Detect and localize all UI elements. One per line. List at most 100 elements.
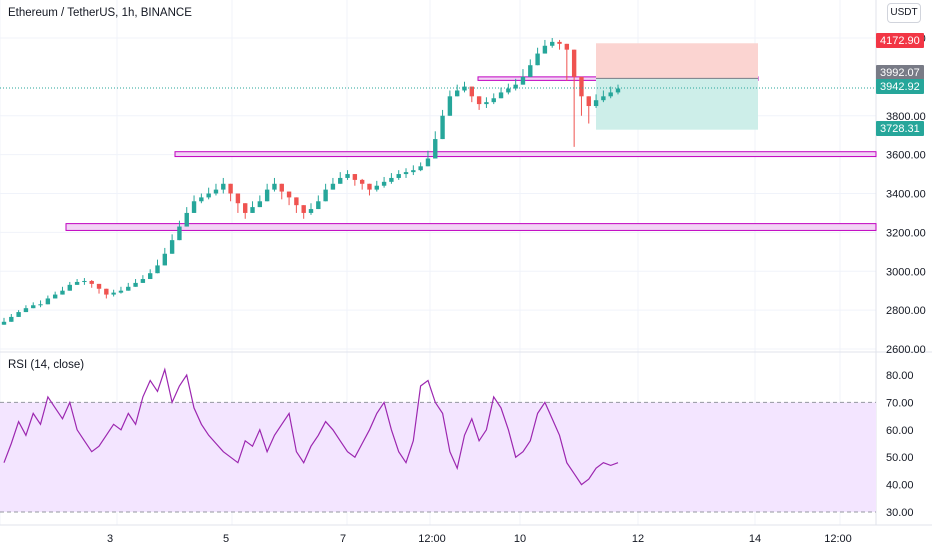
price-tag xyxy=(876,33,924,48)
candle-body xyxy=(118,290,124,293)
currency-button[interactable]: USDT xyxy=(887,3,921,23)
price-tick-label: 3000.00 xyxy=(886,266,926,278)
rsi-axis: 80.00 70.00 60.00 50.00 40.00 30.00 xyxy=(886,370,914,519)
candle-body xyxy=(374,185,379,190)
chart-title[interactable]: Ethereum / TetherUS, 1h, BINANCE xyxy=(8,7,192,19)
candle-body xyxy=(345,174,350,178)
candle-body xyxy=(140,279,146,283)
candle-body xyxy=(440,115,445,140)
candle-body xyxy=(228,183,233,194)
candle-body xyxy=(579,76,584,97)
candle-body xyxy=(454,90,460,97)
candle-body xyxy=(418,166,423,171)
candle-body xyxy=(396,174,401,178)
time-tick-label: 7 xyxy=(340,533,346,545)
candle-body xyxy=(45,298,51,305)
time-axis: 3 5 7 12:00 10 12 14 12:00 xyxy=(107,533,852,545)
time-tick-label: 12 xyxy=(632,533,644,545)
price-candles xyxy=(0,38,876,325)
candle-body xyxy=(535,53,540,66)
candle-body xyxy=(564,43,570,50)
candle-body xyxy=(520,76,526,85)
rsi-tick-label: 60.00 xyxy=(886,425,914,437)
candle-body xyxy=(542,45,548,54)
time-tick-label: 14 xyxy=(749,533,761,545)
candle-body xyxy=(1,321,7,325)
candle-body xyxy=(89,280,94,284)
price-tick-label: 3200.00 xyxy=(886,227,926,239)
price-tick-label: 2600.00 xyxy=(886,344,926,356)
candle-body xyxy=(169,240,175,254)
candle-body xyxy=(60,290,65,295)
candle-body xyxy=(250,207,255,213)
candle-body xyxy=(359,179,365,184)
price-tags: 4172.90 3992.07 3942.92 3728.31 xyxy=(876,33,924,136)
candle-body xyxy=(155,265,160,274)
rsi-tick-label: 80.00 xyxy=(886,370,914,382)
candle-body xyxy=(257,201,263,208)
candle-body xyxy=(74,281,80,285)
candle-body xyxy=(206,193,211,198)
support-zone xyxy=(174,151,877,158)
candle-body xyxy=(104,288,109,295)
candle-body xyxy=(462,86,467,91)
rsi-series-line xyxy=(3,367,619,486)
time-tick-label: 10 xyxy=(514,533,526,545)
price-tag xyxy=(876,121,924,136)
candle-body xyxy=(601,96,606,101)
candle-body xyxy=(199,197,204,202)
candle-body xyxy=(126,286,131,291)
support-zone xyxy=(65,223,877,231)
rsi-band xyxy=(0,401,876,513)
candle-body xyxy=(513,84,518,89)
candle-body xyxy=(221,183,226,190)
time-tick-label: 12:00 xyxy=(824,533,852,545)
candle-body xyxy=(389,177,394,182)
candle-body xyxy=(111,292,116,295)
price-tick-label: 3400.00 xyxy=(886,189,926,201)
candle-body xyxy=(235,193,241,204)
candle-body xyxy=(571,49,577,77)
candle-body xyxy=(330,183,336,190)
candle-body xyxy=(476,96,482,105)
candle-body xyxy=(286,191,292,198)
candle-body xyxy=(498,92,504,99)
candle-body xyxy=(294,197,299,206)
candle-body xyxy=(557,41,562,44)
candle-body xyxy=(16,312,21,317)
candle-body xyxy=(272,183,277,190)
candle-body xyxy=(352,174,358,180)
candle-body xyxy=(52,294,58,299)
candle-body xyxy=(9,316,14,322)
candle-body xyxy=(469,86,475,97)
price-tag xyxy=(876,65,924,80)
candle-body xyxy=(447,96,453,116)
candle-body xyxy=(316,201,321,210)
candle-body xyxy=(38,304,43,306)
rsi-line xyxy=(3,367,619,486)
rsi-tick-label: 50.00 xyxy=(886,452,914,464)
candle-body xyxy=(308,209,314,213)
candle-body xyxy=(506,88,511,93)
candle-body xyxy=(615,88,621,93)
rsi-title[interactable]: RSI (14, close) xyxy=(8,359,85,371)
price-tag-label: 3942.92 xyxy=(880,81,920,93)
take-profit-area xyxy=(596,78,758,130)
short-position-tool[interactable] xyxy=(596,43,758,130)
price-tag xyxy=(876,79,924,94)
candle-body xyxy=(593,100,599,107)
price-tick-label: 3600.00 xyxy=(886,150,926,162)
candle-body xyxy=(484,102,489,105)
candle-body xyxy=(367,183,372,190)
candle-body xyxy=(162,253,168,266)
candle-body xyxy=(177,226,182,241)
candle-body xyxy=(528,65,533,77)
price-tick-label: 3800.00 xyxy=(886,111,926,123)
candle-body xyxy=(279,183,284,192)
candle-body xyxy=(323,189,328,202)
candle-body xyxy=(82,280,87,282)
candle-body xyxy=(381,181,387,186)
candle-body xyxy=(243,203,248,213)
time-tick-label: 3 xyxy=(107,533,113,545)
